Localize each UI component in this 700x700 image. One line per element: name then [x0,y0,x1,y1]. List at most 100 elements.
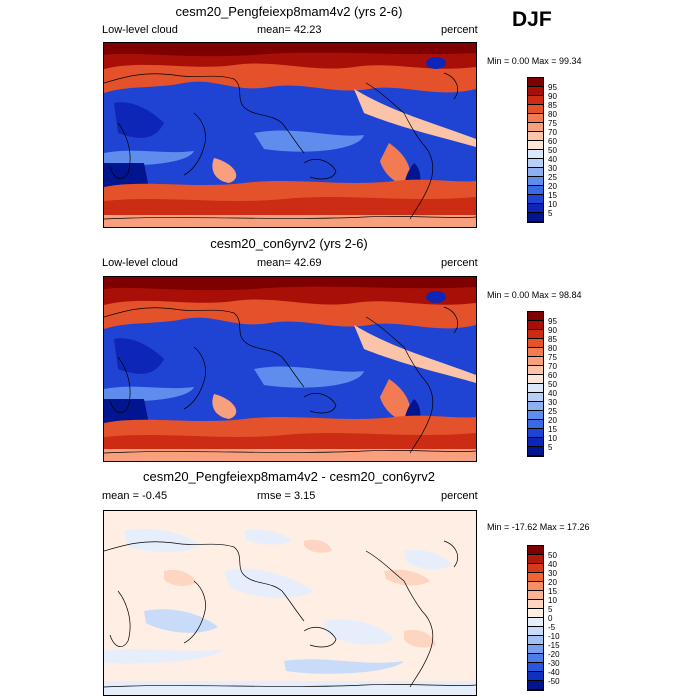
panel2-colorbar-box [528,339,543,348]
panel1-colorbar-box [528,87,543,96]
panel3-minmax: Min = -17.62 Max = 17.26 [487,522,590,532]
panel2-colorbar-box [528,321,543,330]
panel2-colorbar-label: 30 [548,398,557,407]
panel2-colorbar-box [528,366,543,375]
panel1-map [103,42,477,228]
panel1-colorbar-box [528,195,543,204]
panel1-colorbar-label: 80 [548,110,557,119]
panel2-colorbar-label: 75 [548,353,557,362]
panel1-colorbar-box [528,96,543,105]
panel3-colorbar-label: 10 [548,596,557,605]
panel1-colorbar-label: 95 [548,83,557,92]
panel2-colorbar-label: 20 [548,416,557,425]
panel3-colorbar-box [528,663,543,672]
panel2-colorbar-box [528,411,543,420]
panel3-units-label: percent [441,490,478,502]
panel3-title: cesm20_Pengfeiexp8mam4v2 - cesm20_con6yr… [143,469,435,484]
panel2-colorbar-label: 95 [548,317,557,326]
panel3-colorbar-box [528,681,543,690]
panel1-colorbar-box [528,123,543,132]
panel1-minmax: Min = 0.00 Max = 99.34 [487,56,582,66]
panel1-mean-label: mean= 42.23 [257,24,322,36]
panel2-mean-label: mean= 42.69 [257,257,322,269]
panel3-colorbar-box [528,627,543,636]
panel2-colorbar-label: 60 [548,371,557,380]
panel3-rmse-label: rmse = 3.15 [257,490,316,502]
panel1-colorbar-label: 75 [548,119,557,128]
panel2-colorbar-box [528,402,543,411]
panel1-colorbar-label: 20 [548,182,557,191]
panel3-colorbar-box [528,600,543,609]
panel2-colorbar-label: 40 [548,389,557,398]
panel1-title: cesm20_Pengfeiexp8mam4v2 (yrs 2-6) [175,4,403,19]
panel1-colorbar-box [528,168,543,177]
panel2-colorbar [527,311,544,457]
panel2-colorbar-label: 25 [548,407,557,416]
panel3-colorbar-box [528,582,543,591]
panel1-colorbar-label: 60 [548,137,557,146]
panel2-colorbar-box [528,438,543,447]
panel1-colorbar-label: 5 [548,209,553,218]
panel1-colorbar-label: 25 [548,173,557,182]
panel2-colorbar-box [528,429,543,438]
panel2-colorbar-label: 15 [548,425,557,434]
panel2-title: cesm20_con6yrv2 (yrs 2-6) [210,236,368,251]
panel2-colorbar-label: 90 [548,326,557,335]
panel3-colorbar-box [528,609,543,618]
panel3-colorbar-box [528,654,543,663]
panel3-colorbar-label: -15 [548,641,560,650]
panel2-colorbar-label: 85 [548,335,557,344]
panel3-colorbar-label: -20 [548,650,560,659]
panel1-colorbar-label: 90 [548,92,557,101]
panel3-mean-label: mean = -0.45 [102,490,168,502]
panel2-colorbar-label: 50 [548,380,557,389]
panel3-colorbar-label: 15 [548,587,557,596]
panel3-colorbar-box [528,546,543,555]
panel2-colorbar-box [528,312,543,321]
panel1-colorbar-label: 15 [548,191,557,200]
panel3-colorbar-label: 20 [548,578,557,587]
panel1-colorbar-box [528,132,543,141]
panel3-colorbar-box [528,672,543,681]
panel3-map [103,510,477,696]
panel3-colorbar-label: -50 [548,677,560,686]
panel1-colorbar-box [528,204,543,213]
panel2-map [103,276,477,462]
panel1-colorbar [527,77,544,223]
panel1-colorbar-box [528,78,543,87]
panel3-colorbar-label: 5 [548,605,553,614]
panel2-colorbar-box [528,375,543,384]
panel2-colorbar-box [528,357,543,366]
panel3-colorbar [527,545,544,691]
panel1-colorbar-box [528,150,543,159]
panel2-colorbar-box [528,348,543,357]
panel3-colorbar-label: 50 [548,551,557,560]
panel1-colorbar-box [528,177,543,186]
panel2-colorbar-label: 80 [548,344,557,353]
panel3-colorbar-box [528,591,543,600]
panel2-colorbar-box [528,384,543,393]
season-label: DJF [512,8,552,31]
panel1-colorbar-box [528,159,543,168]
panel2-colorbar-box [528,330,543,339]
panel3-colorbar-box [528,636,543,645]
panel1-colorbar-label: 30 [548,164,557,173]
panel2-colorbar-label: 70 [548,362,557,371]
panel2-colorbar-box [528,393,543,402]
panel2-colorbar-box [528,420,543,429]
panel1-colorbar-box [528,105,543,114]
panel3-colorbar-label: -40 [548,668,560,677]
panel3-colorbar-box [528,564,543,573]
panel1-units-label: percent [441,24,478,36]
panel1-colorbar-box [528,186,543,195]
panel3-colorbar-box [528,618,543,627]
panel3-colorbar-label: -30 [548,659,560,668]
panel1-colorbar-label: 10 [548,200,557,209]
panel3-colorbar-label: 0 [548,614,553,623]
panel3-colorbar-box [528,645,543,654]
panel3-colorbar-label: 40 [548,560,557,569]
panel2-colorbar-label: 10 [548,434,557,443]
panel2-variable-label: Low-level cloud [102,257,178,269]
panel1-colorbar-box [528,213,543,222]
panel3-colorbar-label: 30 [548,569,557,578]
